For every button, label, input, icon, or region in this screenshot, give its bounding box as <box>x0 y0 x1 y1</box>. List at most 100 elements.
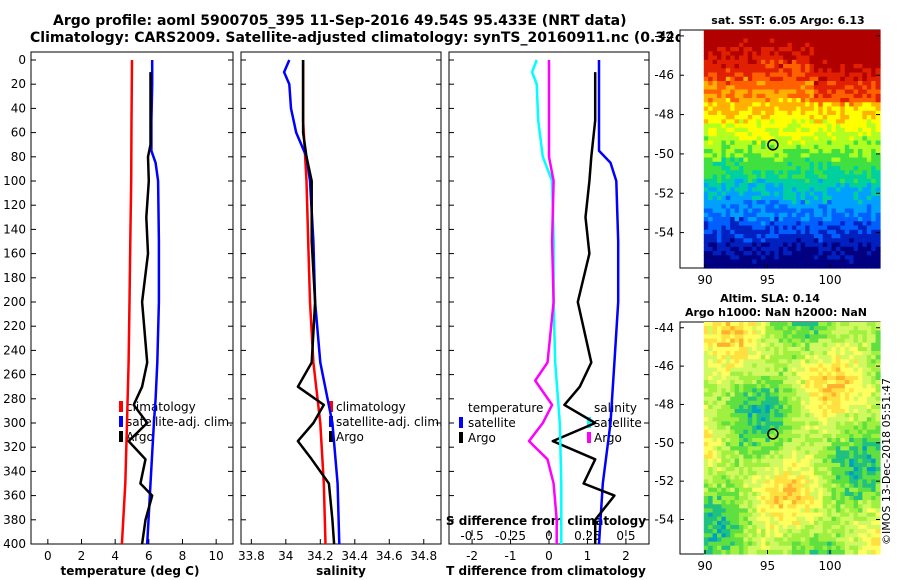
map-cell <box>866 85 872 91</box>
map-cell <box>862 516 868 522</box>
map-cell <box>871 255 877 261</box>
map-cell <box>853 400 859 406</box>
map-cell <box>791 242 797 248</box>
map-cell <box>800 191 806 197</box>
map-cell <box>734 110 740 116</box>
map-cell <box>734 251 740 256</box>
map-cell <box>708 259 714 265</box>
map-cell <box>708 93 714 99</box>
map-cell <box>734 359 740 364</box>
map-cell <box>805 541 811 547</box>
map-cell <box>703 479 709 485</box>
map-cell <box>721 212 727 218</box>
map-cell <box>818 380 824 385</box>
map-cell <box>791 508 797 514</box>
map-cell <box>840 483 846 489</box>
map-cell <box>853 491 859 497</box>
map-cell <box>787 326 793 331</box>
map-cell <box>844 115 850 120</box>
map-cell <box>721 525 727 530</box>
map-cell <box>835 123 841 129</box>
map-cell <box>783 259 789 265</box>
map-cell <box>809 516 815 522</box>
map-cell <box>712 187 718 193</box>
map-cell <box>783 119 789 125</box>
map-cell <box>858 136 863 142</box>
map-cell <box>743 178 749 184</box>
map-cell <box>791 483 797 489</box>
map-cell <box>734 263 740 269</box>
map-cell <box>747 537 753 543</box>
map-cell <box>756 191 762 197</box>
map-cell <box>774 346 780 352</box>
map-cell <box>756 475 762 480</box>
map-cell <box>739 93 744 99</box>
map-cell <box>747 471 753 476</box>
map-cell <box>844 127 850 133</box>
map-cell <box>739 491 744 497</box>
map-cell <box>765 496 771 501</box>
map-cell <box>725 55 731 61</box>
map-cell <box>778 413 784 418</box>
map-cell <box>778 533 784 538</box>
map-cell <box>756 330 762 335</box>
map-cell <box>849 363 855 369</box>
map-cell <box>866 170 872 176</box>
map-cell <box>783 149 789 154</box>
map-cell <box>800 234 806 239</box>
map-cell <box>752 446 758 451</box>
map-cell <box>796 106 802 112</box>
map-cell <box>761 520 766 526</box>
map-cell <box>835 191 841 197</box>
map-cell <box>831 483 837 489</box>
map-cell <box>835 367 841 373</box>
map-cell <box>791 525 797 530</box>
map-cell <box>752 204 758 210</box>
map-cell <box>756 238 762 244</box>
map-cell <box>866 59 872 65</box>
map-cell <box>866 251 872 256</box>
map-cell <box>805 30 811 35</box>
map-cell <box>761 512 766 518</box>
map-cell <box>831 157 837 163</box>
map-cell <box>783 195 789 201</box>
map-cell <box>774 106 780 112</box>
map-cell <box>827 388 833 393</box>
map-cell <box>787 371 793 377</box>
map-cell <box>721 371 727 377</box>
map-cell <box>791 512 797 518</box>
map-cell <box>717 322 722 327</box>
map-cell <box>831 471 837 476</box>
map-cell <box>774 178 780 184</box>
map-cell <box>774 467 780 472</box>
map-cell <box>778 450 784 456</box>
map-cell <box>871 85 877 91</box>
map-cell <box>840 363 846 369</box>
map-cell <box>783 221 789 227</box>
map-cell <box>805 127 811 133</box>
map-cell <box>730 136 736 142</box>
map-cell <box>743 520 749 526</box>
map-cell <box>721 438 727 443</box>
map-cell <box>739 392 744 398</box>
map-cell <box>787 363 793 369</box>
map-cell <box>866 225 872 231</box>
map-cell <box>875 529 881 534</box>
map-cell <box>800 483 806 489</box>
map-cell <box>875 76 881 82</box>
map-cell <box>858 119 863 125</box>
map-cell <box>796 508 802 514</box>
map-cell <box>840 85 846 91</box>
map-cell <box>725 467 731 472</box>
map-cell <box>800 458 806 464</box>
map-cell <box>725 170 731 176</box>
map-cell <box>756 351 762 356</box>
map-cell <box>853 458 859 464</box>
map-cell <box>721 132 727 137</box>
map-cell <box>800 157 806 163</box>
map-cell <box>734 208 740 214</box>
map-cell <box>708 342 714 348</box>
map-cell <box>862 76 868 82</box>
map-cell <box>703 525 709 530</box>
map-cell <box>835 204 841 210</box>
